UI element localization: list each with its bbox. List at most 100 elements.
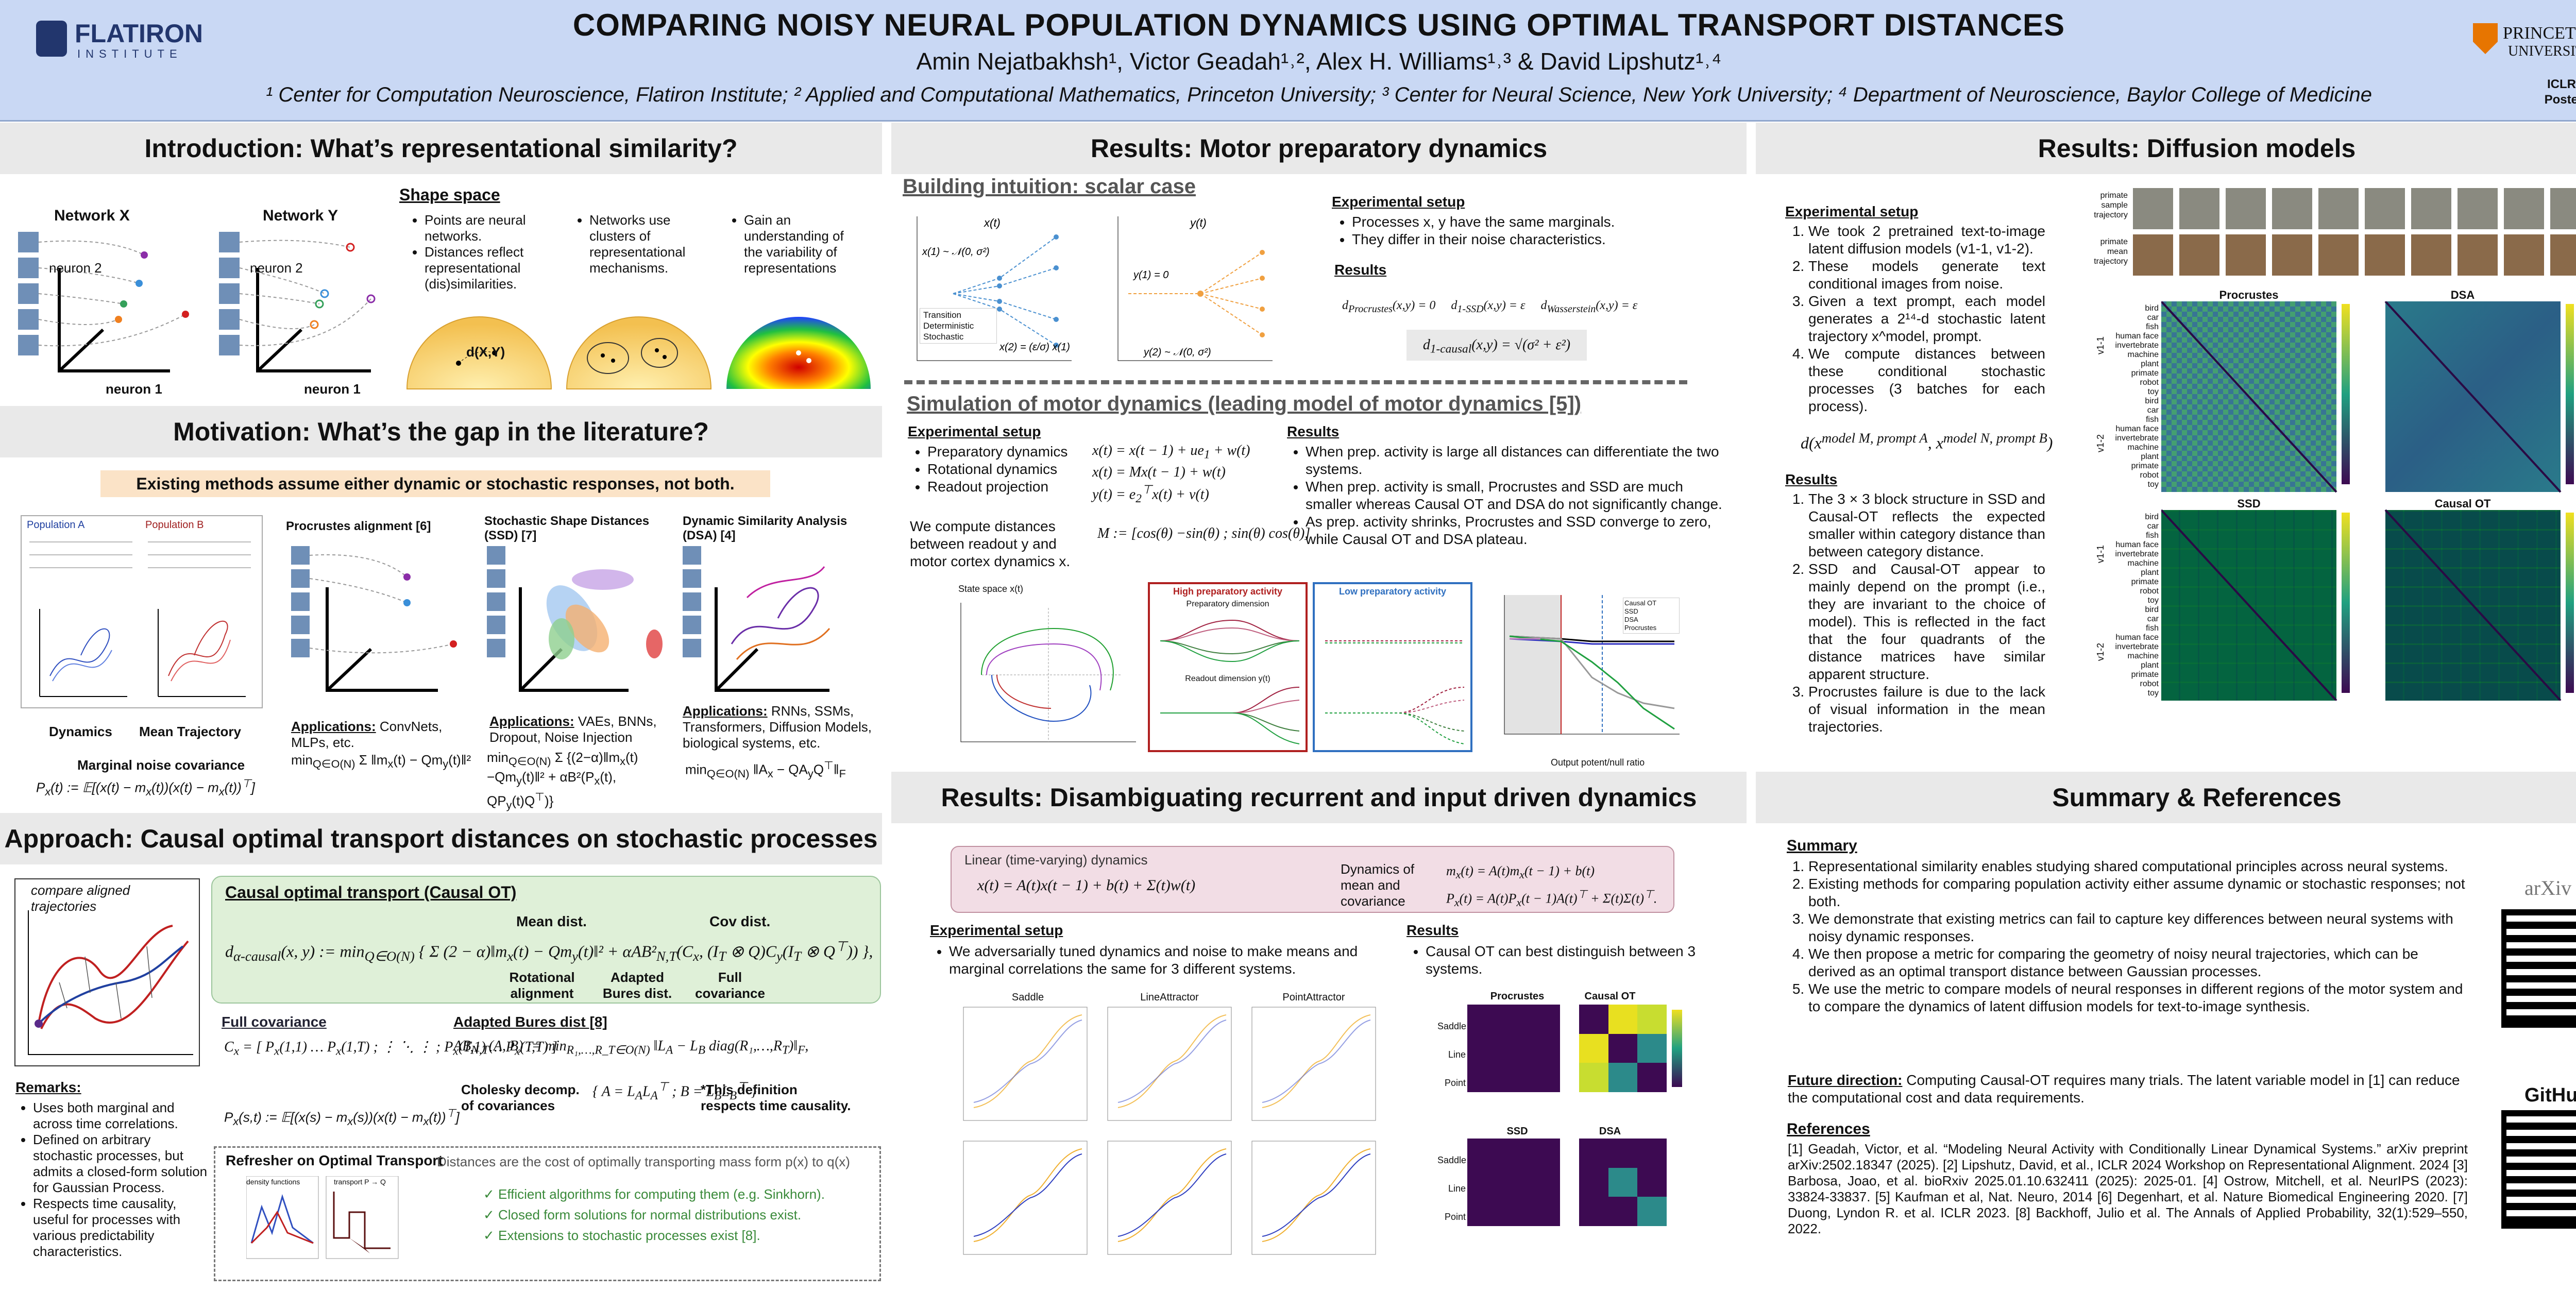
causal-ot-box: Causal optimal transport (Causal OT) Mea…	[211, 876, 881, 1004]
shape-space-heading: Shape space	[399, 185, 500, 204]
cat-label: invertebrate	[2115, 434, 2159, 443]
cat-label: primate	[2131, 670, 2159, 679]
diff-hm-causalot-title: Causal OT	[2434, 497, 2491, 510]
cat-label: toy	[2147, 596, 2159, 605]
motor-sim-results-list: When prep. activity is large all distanc…	[1288, 443, 1726, 548]
cat-label: human face	[2115, 633, 2159, 642]
high-prep-traces	[1160, 619, 1300, 744]
pop-b-label: Population B	[145, 519, 204, 531]
dsa-title: Dynamic Similarity Analysis (DSA) [4]	[683, 514, 848, 542]
remark-item: Uses both marginal and across time corre…	[33, 1100, 214, 1132]
svg-text:x(2) = (ε/σ) x(1): x(2) = (ε/σ) x(1)	[999, 342, 1070, 353]
recur-hm-ssd	[1467, 1139, 1560, 1226]
summary-item: Existing methods for comparing populatio…	[1808, 875, 2468, 910]
shape-space-list-1: Points are neural networks. Distances re…	[407, 212, 556, 292]
legend-procrustes: Procrustes	[1624, 624, 1657, 632]
recur-results-heading: Results	[1406, 922, 1459, 938]
linear-dynamics-box: Linear (time-varying) dynamics x(t) = A(…	[951, 846, 1674, 913]
exp-item: They differ in their noise characteristi…	[1352, 231, 1705, 248]
conf-label: ICLR 2025	[2547, 77, 2576, 91]
check-2: ✓ Closed form solutions for normal distr…	[483, 1207, 802, 1222]
cat-label: toy	[2147, 387, 2159, 396]
shape-space-list-2: Networks use clusters of representationa…	[572, 212, 706, 276]
diff-results-heading: Results	[1785, 471, 1838, 487]
cat-label: plant	[2141, 661, 2159, 670]
svg-text:x(1) ~ 𝒩(0, σ²): x(1) ~ 𝒩(0, σ²)	[922, 246, 990, 258]
diff-colorbar-3	[2342, 513, 2350, 693]
readout-dim-label: Readout dimension y(t)	[1185, 674, 1270, 683]
exp-item: Rotational dynamics	[927, 461, 1095, 478]
shape-space-list-3: Gain an understanding of the variability…	[726, 212, 866, 276]
mean-dist-label: Mean dist.	[516, 913, 587, 929]
primate-mean-label: primate mean trajectory	[2094, 237, 2128, 266]
motor-compute-text: We compute distances between readout y a…	[910, 518, 1071, 569]
recur-hm-dsa	[1579, 1139, 1667, 1226]
cat-label: invertebrate	[2115, 550, 2159, 558]
recur-hm-procrustes-title: Procrustes	[1490, 991, 1545, 1002]
causal-note: *This definition respects time causality…	[701, 1082, 851, 1113]
cat-label: fish	[2146, 624, 2159, 633]
app-label: Applications:	[683, 703, 768, 719]
diff-colorbar-4	[2566, 513, 2574, 693]
exp-step: We compute distances between these condi…	[1808, 345, 2045, 415]
marg-cov-label: Marginal noise covariance	[77, 757, 245, 773]
neuron1-label-y: neuron 1	[304, 381, 361, 397]
full-cov-heading: Full covariance	[222, 1014, 327, 1030]
remarks-heading: Remarks:	[15, 1079, 81, 1095]
saddle-title: Saddle	[1011, 992, 1044, 1003]
cat-label: robot	[2140, 471, 2159, 480]
compare-label: compare aligned trajectories	[31, 882, 130, 914]
intro-heading: Introduction: What’s representational si…	[0, 123, 882, 174]
cat-label: bird	[2145, 304, 2159, 313]
references-text: [1] Geadah, Victor, et al. “Modeling Neu…	[1788, 1141, 2468, 1236]
recur-hm-causalot-title: Causal OT	[1584, 991, 1636, 1002]
cat-label: toy	[2147, 689, 2159, 698]
cat-label: invertebrate	[2115, 642, 2159, 651]
cat-label: car	[2147, 406, 2159, 415]
diff-cat-labels-top: bird car fish human face invertebrate machine…	[2107, 304, 2159, 489]
legend-ssd: SSD	[1624, 607, 1638, 615]
cat-label: toy	[2147, 480, 2159, 489]
recur-row-labels-2: Saddle Line Point	[1437, 1146, 1466, 1231]
scalar-case-plots: x(t) y(t) x(1) ~ 𝒩(0, σ²) y(1) = 0 x(2) =…	[917, 216, 1273, 361]
poster-header: FLATIRON INSTITUTE COMPARING NOISY NEURA…	[0, 0, 2576, 122]
arxiv-qr-code[interactable]	[2501, 909, 2576, 1028]
poster-number: Poster #64	[2544, 93, 2576, 107]
motor-heading: Results: Motor preparatory dynamics	[891, 123, 1747, 174]
network-axes-figure	[18, 232, 376, 372]
high-prep-title: High preparatory activity	[1173, 586, 1283, 597]
cat-label: machine	[2127, 652, 2159, 660]
dxy-label: d(X,Y)	[466, 344, 505, 360]
row-label: Point	[1444, 1212, 1466, 1222]
github-qr-code[interactable]	[2501, 1110, 2576, 1229]
cat-label: car	[2147, 313, 2159, 322]
row-label: Line	[1448, 1183, 1466, 1194]
diff-results-list: The 3 × 3 block structure in SSD and Cau…	[1788, 490, 2045, 736]
app1-text: Applications: ConvNets, MLPs, etc.	[291, 719, 466, 751]
github-logo: GitHub	[2524, 1084, 2576, 1106]
rotation-matrix: M := [cos(θ) −sin(θ) ; sin(θ) cos(θ)]	[1097, 525, 1311, 541]
app-label: Applications:	[291, 719, 376, 734]
summary-item: We use the metric to compare models of n…	[1808, 980, 2468, 1015]
motor-sim-heading: Simulation of motor dynamics (leading mo…	[907, 393, 1582, 415]
exp-item: Processes x, y have the same marginals.	[1352, 213, 1705, 231]
poster-affiliations: ¹ Center for Computation Neuroscience, F…	[265, 83, 2372, 106]
rotational-alignment-label: Rotational alignment	[509, 970, 575, 1001]
adapted-bures-label: Adapted Bures dist.	[602, 970, 672, 1001]
population-figure: Population A Population B	[21, 515, 263, 708]
dsa-formula: minQ∈O(N) ‖Ax − QAyQ⊤‖F	[685, 759, 846, 780]
method-illustrations	[291, 546, 831, 692]
exp-step: We took 2 pretrained text-to-image laten…	[1808, 223, 2045, 258]
references-heading: References	[1787, 1120, 1870, 1137]
ot-refresher-box: Refresher on Optimal Transport density f…	[214, 1146, 881, 1281]
state-space-label: State space x(t)	[958, 584, 1024, 594]
diff-colorbar-2	[2566, 304, 2574, 484]
legend-stochastic: Stochastic	[923, 332, 964, 342]
neuron2-label-x: neuron 2	[49, 260, 102, 276]
cholesky-formula: { A = LALA⊤ ; B = LBLB⊤ }	[592, 1080, 757, 1102]
cat-label: machine	[2127, 443, 2159, 452]
result-item: The 3 × 3 block structure in SSD and Cau…	[1808, 490, 2045, 560]
poster-title: COMPARING NOISY NEURAL POPULATION DYNAMI…	[572, 8, 2065, 42]
summary-heading: Summary & References	[1756, 772, 2576, 823]
primate-sample-label: primate sample trajectory	[2094, 191, 2128, 219]
